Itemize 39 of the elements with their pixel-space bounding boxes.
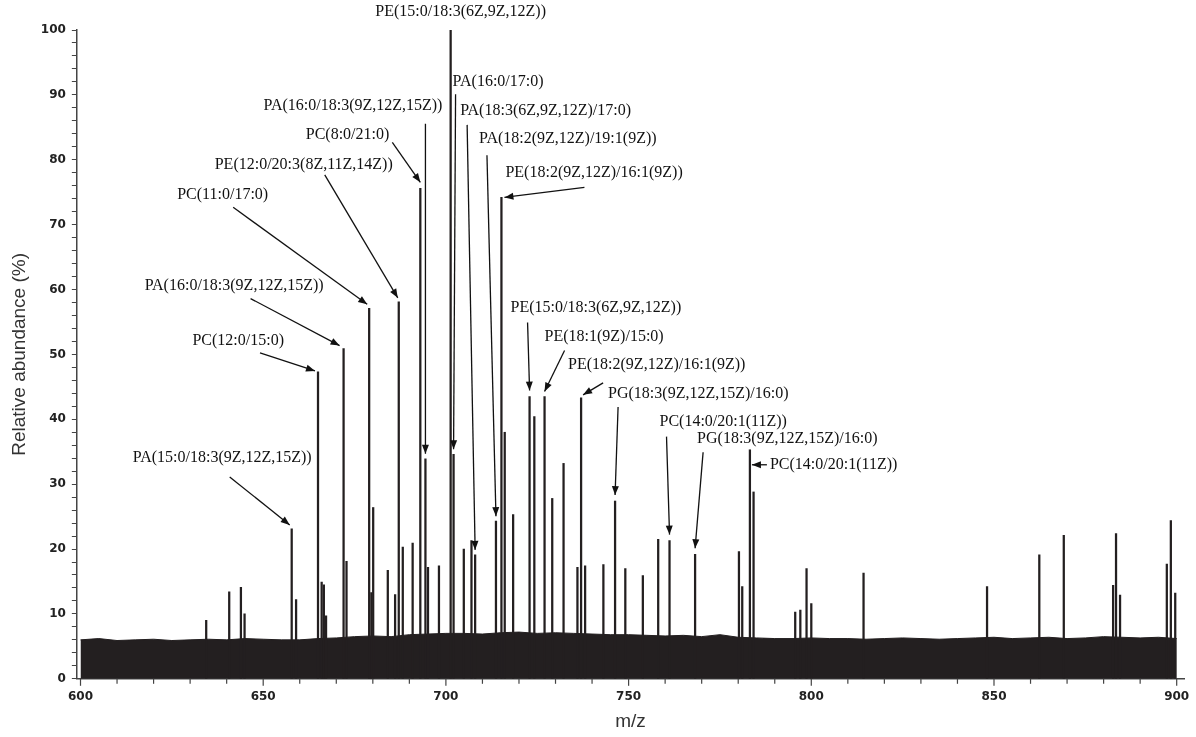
annotation: PA(18:2(9Z,12Z)/19:1(9Z)) — [478, 129, 657, 148]
annotation: PE(12:0/20:3(8Z,11Z,14Z)) — [214, 155, 393, 174]
y-tick-label: 70 — [49, 216, 66, 231]
annotation: PE(18:2(9Z,12Z)/16:1(9Z)) — [568, 355, 746, 374]
x-tick-label: 750 — [616, 689, 642, 704]
annotation: PA(18:3(6Z,9Z,12Z)/17:0) — [460, 101, 632, 120]
annotation: PA(16:0/18:3(9Z,12Z,15Z)) — [263, 96, 443, 115]
y-axis-title: Relative abundance (%) — [7, 253, 29, 456]
y-tick-label: 60 — [49, 281, 66, 296]
y-tick-label: 20 — [49, 541, 66, 556]
annotation: PG(18:3(9Z,12Z,15Z)/16:0) — [608, 384, 789, 403]
annotation: PA(16:0/17:0) — [452, 71, 544, 90]
y-tick-label: 100 — [40, 22, 66, 37]
x-tick-label: 900 — [1164, 689, 1190, 704]
x-tick-label: 800 — [798, 689, 824, 704]
annotation: PE(15:0/18:3(6Z,9Z,12Z)) — [510, 297, 682, 316]
annotation: PE(15:0/18:3(6Z,9Z,12Z)) — [375, 2, 546, 21]
annotation: PA(15:0/18:3(9Z,12Z,15Z)) — [132, 448, 312, 467]
annotation: PG(18:3(9Z,12Z,15Z)/16:0) — [697, 429, 878, 448]
x-tick-label: 700 — [433, 689, 459, 704]
x-tick-label: 600 — [67, 689, 94, 704]
y-tick-label: 50 — [49, 346, 66, 361]
annotation: PC(14:0/20:1(11Z)) — [769, 454, 898, 473]
annotation: PC(14:0/20:1(11Z)) — [659, 411, 787, 430]
x-tick-label: 850 — [981, 689, 1007, 704]
annotation: PC(11:0/17:0) — [177, 184, 269, 203]
y-tick-label: 40 — [49, 411, 66, 426]
x-axis-title: m/z — [615, 709, 646, 731]
x-tick-label: 650 — [250, 689, 276, 704]
annotation: PC(12:0/15:0) — [192, 331, 285, 350]
y-tick-label: 80 — [49, 151, 66, 166]
annotation: PE(18:1(9Z)/15:0) — [544, 326, 664, 345]
y-tick-label: 90 — [49, 87, 66, 101]
y-tick-label: 30 — [49, 476, 66, 491]
annotation: PA(16:0/18:3(9Z,12Z,15Z)) — [144, 275, 324, 294]
annotation: PE(18:2(9Z,12Z)/16:1(9Z)) — [505, 162, 683, 181]
annotation: PC(8:0/21:0) — [305, 124, 390, 143]
y-tick-label: 0 — [57, 670, 66, 685]
y-tick-label: 10 — [49, 606, 66, 621]
